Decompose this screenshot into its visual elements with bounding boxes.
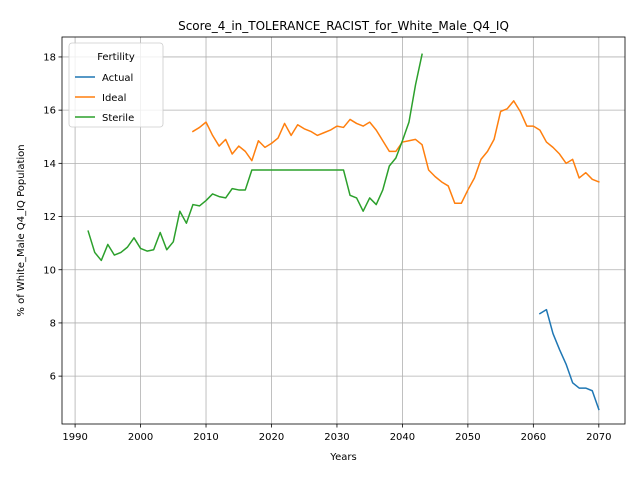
y-tick-label: 6 bbox=[50, 372, 56, 383]
x-tick-label: 2000 bbox=[128, 432, 153, 443]
legend-label-ideal: Ideal bbox=[102, 93, 126, 104]
y-tick-label: 8 bbox=[50, 319, 56, 330]
legend-label-actual: Actual bbox=[102, 73, 133, 84]
y-tick-label: 18 bbox=[43, 53, 56, 64]
series-line-ideal bbox=[191, 100, 600, 204]
chart-title: Score_4_in_TOLERANCE_RACIST_for_White_Ma… bbox=[178, 19, 509, 33]
legend: Fertility Actual Ideal Sterile bbox=[68, 42, 164, 128]
x-tick-label: 1990 bbox=[62, 432, 87, 443]
x-tick-label: 2060 bbox=[521, 432, 546, 443]
y-tick-label: 12 bbox=[43, 212, 56, 223]
y-axis-label: % of White_Male Q4_IQ Population bbox=[16, 144, 27, 316]
x-tick-label: 2030 bbox=[324, 432, 349, 443]
axis-ticks: 1990 2000 2010 2020 2030 2040 2050 2060 2070 6 8 10… bbox=[43, 53, 611, 443]
x-tick-label: 2020 bbox=[259, 432, 284, 443]
legend-title: Fertility bbox=[97, 52, 135, 63]
x-tick-label: 2040 bbox=[390, 432, 415, 443]
series-line-sterile bbox=[87, 53, 423, 262]
legend-box bbox=[68, 42, 164, 128]
y-tick-label: 16 bbox=[43, 106, 56, 117]
x-tick-label: 2070 bbox=[586, 432, 611, 443]
x-tick-label: 2050 bbox=[455, 432, 480, 443]
grid bbox=[62, 37, 625, 424]
legend-label-sterile: Sterile bbox=[102, 113, 134, 124]
legend-items: Actual Ideal Sterile bbox=[75, 73, 134, 124]
y-tick-label: 14 bbox=[43, 159, 56, 170]
series-lines bbox=[87, 53, 600, 411]
series-line-actual bbox=[538, 308, 600, 411]
y-tick-label: 10 bbox=[43, 265, 56, 276]
plot-frame bbox=[61, 36, 626, 425]
x-axis-label: Years bbox=[329, 452, 356, 463]
x-tick-label: 2010 bbox=[193, 432, 218, 443]
